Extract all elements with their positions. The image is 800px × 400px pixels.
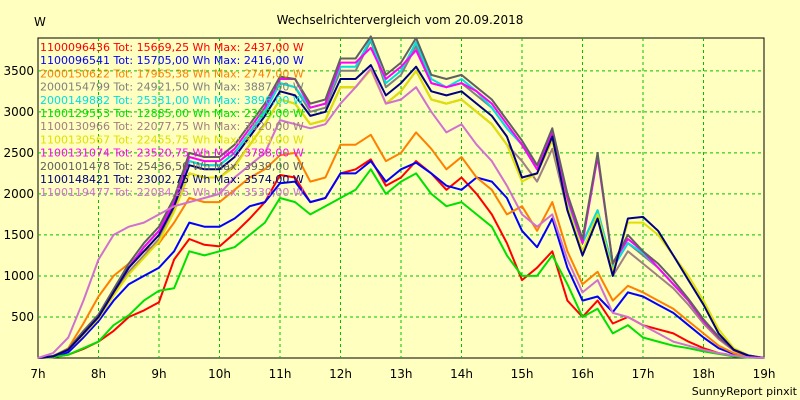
x-tick-label: 15h bbox=[511, 367, 534, 381]
legend-entry: 1100130567 Tot: 22455,75 Wh Max: 3519,00… bbox=[40, 133, 304, 146]
legend-entry: 1100096436 Tot: 15669,25 Wh Max: 2437,00… bbox=[40, 41, 304, 54]
series-line-2000101478 bbox=[37, 35, 765, 359]
y-tick-label: 1000 bbox=[3, 269, 34, 283]
x-tick-label: 19h bbox=[753, 367, 776, 381]
y-tick-label: 3500 bbox=[3, 64, 34, 78]
series-line-2000150622 bbox=[37, 131, 765, 359]
legend-entry: 1100131074 Tot: 23520,75 Wh Max: 3788,00… bbox=[40, 147, 304, 160]
x-tick-label: 11h bbox=[269, 367, 292, 381]
x-tick-label: 16h bbox=[571, 367, 594, 381]
x-tick-label: 7h bbox=[30, 367, 45, 381]
series-layer bbox=[37, 35, 765, 359]
y-tick-label: 500 bbox=[11, 310, 34, 324]
footer-credit: SunnyReport pinxit bbox=[692, 385, 798, 398]
x-tick-label: 13h bbox=[390, 367, 413, 381]
legend-entry: 2000154799 Tot: 24921,50 Wh Max: 3887,00… bbox=[40, 81, 304, 94]
legend-entry: 1100129553 Tot: 12885,00 Wh Max: 2329,00… bbox=[40, 107, 304, 120]
series-line-1100119477 bbox=[37, 67, 765, 359]
y-tick-label: 3000 bbox=[3, 105, 34, 119]
x-tick-label: 17h bbox=[632, 367, 655, 381]
legend-entry: 1100119477 Tot: 22084,25 Wh Max: 3530,00… bbox=[40, 186, 304, 199]
x-tick-label: 9h bbox=[151, 367, 166, 381]
y-tick-label: 2500 bbox=[3, 146, 34, 160]
legend-entry: 1100148421 Tot: 23002,75 Wh Max: 3574,00… bbox=[40, 173, 304, 186]
y-tick-label: 1500 bbox=[3, 228, 34, 242]
y-axis-ticks: 500 1000 1500 2000 2500 3000 3500 bbox=[3, 64, 34, 324]
x-axis-ticks: 7h 8h 9h 10h 11h 12h 13h 14h 15h 16h 17h 18h 19h bbox=[30, 367, 775, 381]
y-tick-label: 2000 bbox=[3, 187, 34, 201]
legend-entry: 1100096541 Tot: 15705,00 Wh Max: 2416,00… bbox=[40, 54, 304, 67]
legend-entry: 2000149882 Tot: 25331,00 Wh Max: 3896,00… bbox=[40, 94, 304, 107]
series-line-1100148421 bbox=[37, 64, 765, 359]
legend-entry: 1100130966 Tot: 22077,75 Wh Max: 3520,00… bbox=[40, 120, 304, 133]
x-tick-label: 12h bbox=[329, 367, 352, 381]
y-axis-label: W bbox=[34, 15, 46, 29]
legend-entry: 2000101478 Tot: 25436,50 Wh Max: 3939,00… bbox=[40, 160, 304, 173]
legend: 1100096436 Tot: 15669,25 Wh Max: 2437,00… bbox=[40, 41, 304, 199]
series-line-1100129553 bbox=[37, 168, 765, 359]
chart-title: Wechselrichtervergleich vom 20.09.2018 bbox=[277, 13, 524, 27]
x-tick-label: 14h bbox=[450, 367, 473, 381]
series-line-1100130567 bbox=[37, 69, 765, 359]
x-tick-label: 18h bbox=[692, 367, 715, 381]
legend-entry: 2000150622 Tot: 17965,38 Wh Max: 2747,00… bbox=[40, 67, 304, 80]
series-line-1100096541 bbox=[37, 160, 765, 359]
x-tick-label: 8h bbox=[91, 367, 106, 381]
x-tick-label: 10h bbox=[208, 367, 231, 381]
